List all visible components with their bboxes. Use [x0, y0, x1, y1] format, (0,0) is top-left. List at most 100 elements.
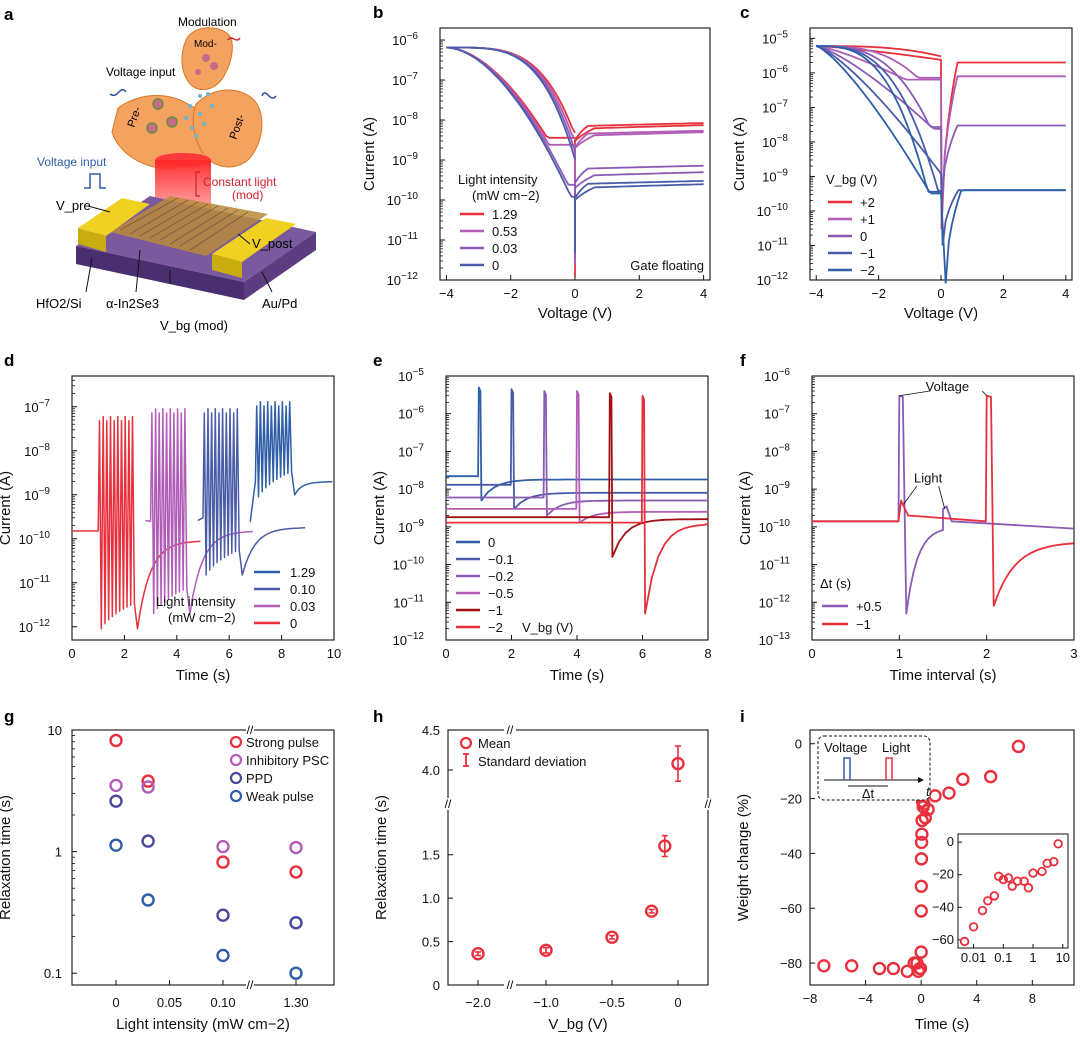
panel-g-legend-label: Inhibitory PSC: [246, 753, 329, 768]
panel-i-inset-point: [977, 905, 988, 916]
panel-b-xtick-label: 4: [700, 286, 707, 301]
panel-b-letter: b: [373, 3, 383, 22]
panel-e-ytick-label: 10−8: [398, 480, 424, 497]
panel-c-curve-−2: [815, 45, 947, 284]
panel-i-point: [914, 835, 929, 850]
panel-b-ytick-label: 10−8: [392, 111, 418, 128]
panel-i-xtick-label: −8: [803, 991, 818, 1006]
panel-d-chart: 10−12 10−11 10−10 10−9 10−8 10−7 0 2 4 6 8 10 Time (…: [0, 375, 341, 684]
panel-f-ylabel: Current (A): [737, 471, 754, 545]
panel-i-voltage-pulse: [843, 757, 851, 780]
panel-a-letter: a: [4, 5, 14, 24]
panel-g-point-inhibitory-psc: [289, 840, 303, 855]
panel-a-schematic: a Modulation Mod- Voltage input Pre- Pos…: [4, 5, 316, 333]
panel-d-ytick-label: 10−9: [24, 486, 50, 503]
panel-e-legend-label: −2: [488, 620, 503, 635]
panel-f-xtick-label: 1: [896, 646, 903, 661]
panel-g-point-strong-pulse: [109, 733, 123, 748]
panel-d-curve-0.10: [197, 408, 306, 576]
panel-h-point: [658, 839, 672, 853]
panel-g-point-weak-pulse: [141, 893, 155, 907]
panel-i-inset-point: [959, 936, 970, 947]
panel-h-point: [539, 943, 553, 957]
panel-c-curve-−2-return: [816, 45, 941, 193]
panel-b-xtick-label: −4: [439, 286, 454, 301]
panel-c-curve-+2-pos: [940, 61, 1066, 230]
panel-g-xtick-label: 0.05: [157, 995, 182, 1010]
panel-d-xtick-label: 8: [278, 646, 285, 661]
panel-f-ytick-label: 10−7: [764, 405, 790, 422]
panel-g-xtick-label: 0: [112, 995, 119, 1010]
panel-f-voltage-pointer: [899, 390, 930, 397]
panel-i-inset-point: [983, 896, 993, 906]
panel-c-curve-0: [815, 45, 943, 201]
v-bg-mod-label: V_bg (mod): [160, 318, 228, 333]
panel-b-legend-label: 0.53: [492, 224, 517, 239]
panel-g-axis-break: [246, 726, 254, 734]
panel-c-xtick-label: 4: [1062, 286, 1069, 301]
panel-f-xlabel: Time interval (s): [890, 667, 997, 684]
panel-d-xtick-label: 10: [327, 646, 341, 661]
panel-g-point-strong-pulse: [216, 855, 230, 869]
panel-g-point-ppd: [109, 794, 123, 808]
panel-i-xtick-label: −4: [858, 991, 873, 1006]
panel-i-frame: [809, 729, 1075, 986]
panel-b-legend-unit: (mW cm−2): [472, 188, 540, 203]
panel-i-point: [1011, 739, 1026, 754]
panel-c-ytick-label: 10−10: [757, 202, 789, 219]
panel-c-ytick-label: 10−5: [762, 29, 788, 46]
panel-c-curve-−1: [815, 45, 944, 246]
panel-e-legend-label: −0.1: [488, 552, 514, 567]
panel-f-xtick-label: 3: [1070, 646, 1077, 661]
panel-g-point-weak-pulse: [289, 966, 303, 980]
panel-i-voltage-label: Voltage: [824, 740, 867, 755]
panel-h-point: [605, 930, 619, 944]
panel-e-legend-label: −0.2: [488, 569, 514, 584]
panel-g-legend-label: Weak pulse: [246, 789, 314, 804]
panel-f-chart: 10−13 10−12 10−11 10−10 10−9 10−8 10−7 10−6 0 1 2 3…: [737, 367, 1078, 684]
panel-e-xtick-label: 4: [573, 646, 580, 661]
panel-e-legend-title: V_bg (V): [522, 620, 573, 635]
v-post-label: V_post: [252, 236, 293, 251]
panel-h-xtick-label: −0.5: [599, 995, 625, 1010]
panel-e-curve-−2: [446, 394, 709, 615]
panel-b-legend-title: Light intensity: [458, 172, 538, 187]
panel-e-xtick-label: 8: [704, 646, 711, 661]
panel-b-ytick-label: 10−6: [392, 31, 418, 48]
panel-i-inset-point: [1053, 839, 1063, 849]
panel-c-ytick-label: 10−11: [757, 236, 788, 253]
panel-h-ylabel: Relaxation time (s): [373, 795, 390, 920]
panel-e-curve-0: [446, 386, 708, 502]
panel-b-curve-0.53-pos: [574, 131, 704, 149]
panel-h-ytick-label: 1.5: [422, 848, 440, 863]
panel-i-dt-label: Δt: [862, 786, 875, 801]
panel-b-curve-0.03-pos: [574, 171, 704, 189]
panel-h-axis-break: [700, 798, 716, 810]
panel-g-point-inhibitory-psc: [109, 778, 123, 793]
panel-i-light-label: Light: [882, 740, 911, 755]
panel-b-curve-0-pos-return: [574, 180, 704, 199]
panel-h-break-mark: //: [705, 797, 712, 811]
panel-i-schematic-inset: [817, 735, 931, 801]
panel-e-xtick-label: 0: [442, 646, 449, 661]
panel-b-legend-label: 0.03: [492, 241, 517, 256]
panel-g-xtick-label: 0.10: [210, 995, 235, 1010]
panel-e-letter: e: [373, 351, 382, 370]
panel-i-inset-point: [1007, 881, 1017, 891]
panel-e-ytick-label: 10−10: [393, 556, 425, 573]
panel-i-inset-point: [1028, 868, 1038, 878]
panel-c-ylabel: Current (A): [731, 117, 748, 191]
panel-g-point-weak-pulse: [109, 838, 123, 852]
panel-f-light-pointer: [938, 486, 946, 509]
panel-b-xtick-label: 2: [636, 286, 643, 301]
panel-f-ytick-label: 10−9: [764, 480, 790, 497]
panel-i-point: [914, 879, 928, 893]
panel-i-time-arrow: [918, 777, 924, 783]
panel-f-curve-minus1: [812, 394, 1074, 607]
panel-b-curve-0.03-pos-return: [574, 164, 704, 184]
panel-i-point: [914, 852, 929, 866]
panel-i-xlabel: Time (s): [915, 1016, 969, 1033]
panel-i-inset-point: [1037, 866, 1047, 877]
panel-i-xtick-label: 4: [973, 991, 980, 1006]
panel-g-break-mark: //: [247, 978, 254, 992]
